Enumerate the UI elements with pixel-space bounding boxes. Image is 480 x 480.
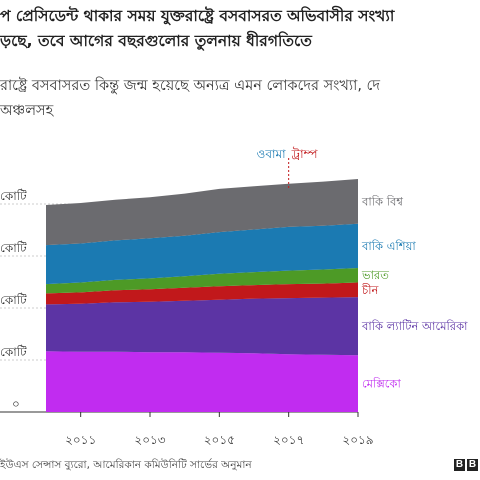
chart-subtitle: রাষ্ট্রে বসবাসরত কিন্তু জন্ম হয়েছে অন্য… — [0, 74, 480, 124]
x-tick-label: ২০১৫ — [204, 433, 235, 447]
area-series — [46, 268, 358, 294]
x-tick-label: ২০১৩ — [134, 433, 165, 447]
title-line-2: ড়ছে, তবে আগের বছরগুলোর তুলনায় ধীরগতিতে — [0, 32, 312, 50]
marker-label-obama: ওবামা — [257, 147, 287, 161]
subtitle-line-1: রাষ্ট্রে বসবাসরত কিন্তু জন্ম হয়েছে অন্য… — [0, 78, 381, 94]
series-label: ভারত — [361, 268, 390, 282]
area-series — [46, 179, 358, 246]
area-series — [46, 223, 358, 285]
marker-label-trump: ট্রাম্প — [291, 147, 319, 161]
bbc-logo: B B C — [454, 459, 480, 471]
series-label: চীন — [361, 283, 379, 297]
area-series — [46, 297, 358, 356]
source-note: ইউএস সেন্সাস ব্যুরো, আমেরিকান কমিউনিটি স… — [0, 459, 252, 471]
series-label: মেক্সিকো — [362, 377, 401, 391]
area-series — [46, 282, 358, 305]
y-tick-label: কোটি — [0, 241, 27, 255]
y-tick-label: কোটি — [0, 293, 27, 307]
y-tick-label: কোটি — [0, 189, 27, 203]
stacked-area-chart: ০ কোটি কোটি কোটি কোটি মেক্সিকো বাকি ল্যাটিন আম… — [0, 147, 468, 447]
chart-title: প প্রেসিডেন্ট থাকার সময় যুক্তরাষ্ট্রে ব… — [0, 4, 480, 54]
series-label: বাকি এশিয়া — [361, 239, 416, 253]
x-tick-label: ২০১১ — [65, 433, 96, 447]
logo-letter: B — [454, 459, 465, 471]
y-tick-label: ০ — [12, 397, 20, 411]
series-label: বাকি বিশ্ব — [361, 194, 403, 208]
x-tick-label: ২০১৭ — [273, 433, 304, 447]
x-tick-label: ২০১৯ — [342, 433, 373, 447]
y-tick-label: কোটি — [0, 345, 27, 359]
series-label: বাকি ল্যাটিন আমেরিকা — [361, 319, 468, 333]
title-line-1: প প্রেসিডেন্ট থাকার সময় যুক্তরাষ্ট্রে ব… — [0, 7, 395, 25]
logo-letter: B — [467, 459, 478, 471]
area-series — [46, 351, 358, 412]
subtitle-line-2: অঞ্চলসহ — [0, 103, 54, 119]
